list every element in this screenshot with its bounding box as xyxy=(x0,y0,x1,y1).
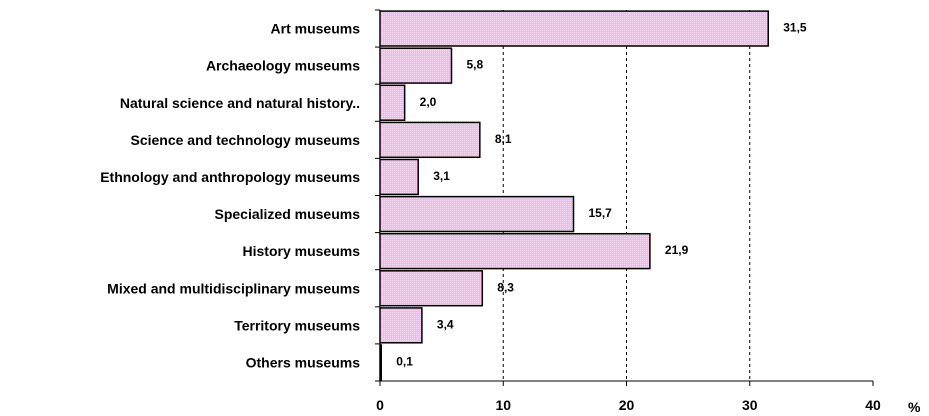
bar-8 xyxy=(379,307,423,344)
category-label-9: Others museums xyxy=(246,354,361,370)
category-label-8: Territory museums xyxy=(234,317,360,333)
gridlines xyxy=(502,10,751,381)
value-label-4: 3,1 xyxy=(433,169,450,183)
value-labels: 31,5 5,8 2,0 8,1 3,1 15,7 21,9 8,3 3,4 0,1 xyxy=(396,21,807,369)
x-tick-label-30: 30 xyxy=(742,397,758,413)
value-label-0: 31,5 xyxy=(783,21,807,35)
x-tick-label-0: 0 xyxy=(376,397,384,413)
value-label-1: 5,8 xyxy=(466,58,483,72)
category-label-4: Ethnology and anthropology museums xyxy=(100,169,360,185)
value-label-7: 8,3 xyxy=(497,280,514,294)
value-label-3: 8,1 xyxy=(495,132,512,146)
category-label-7: Mixed and multidisciplinary museums xyxy=(107,280,360,296)
value-label-2: 2,0 xyxy=(420,95,437,109)
bar-0 xyxy=(379,10,769,47)
x-axis-unit: % xyxy=(908,399,921,415)
bar-5 xyxy=(379,195,575,233)
bar-3 xyxy=(379,121,481,159)
value-label-8: 3,4 xyxy=(437,317,454,331)
category-label-5: Specialized museums xyxy=(214,206,360,222)
value-label-9: 0,1 xyxy=(396,354,413,368)
category-label-1: Archaeology museums xyxy=(206,58,360,74)
category-label-6: History museums xyxy=(243,243,361,259)
category-label-3: Science and technology museums xyxy=(130,132,360,148)
category-label-2: Natural science and natural history.. xyxy=(120,95,360,111)
x-tick-label-10: 10 xyxy=(495,397,511,413)
category-label-0: Art museums xyxy=(271,21,361,37)
x-ticks: 0 10 20 30 40 xyxy=(376,381,881,413)
bar-2 xyxy=(379,84,406,121)
value-label-5: 15,7 xyxy=(589,206,613,220)
bar-4 xyxy=(379,158,419,196)
bars xyxy=(379,10,769,381)
x-tick-label-40: 40 xyxy=(865,397,881,413)
bar-7 xyxy=(379,270,484,307)
bar-6 xyxy=(379,232,651,270)
x-tick-label-20: 20 xyxy=(619,397,635,413)
value-label-6: 21,9 xyxy=(665,243,689,257)
category-labels: Art museums Archaeology museums Natural sc… xyxy=(100,21,360,371)
bar-1 xyxy=(379,47,453,84)
